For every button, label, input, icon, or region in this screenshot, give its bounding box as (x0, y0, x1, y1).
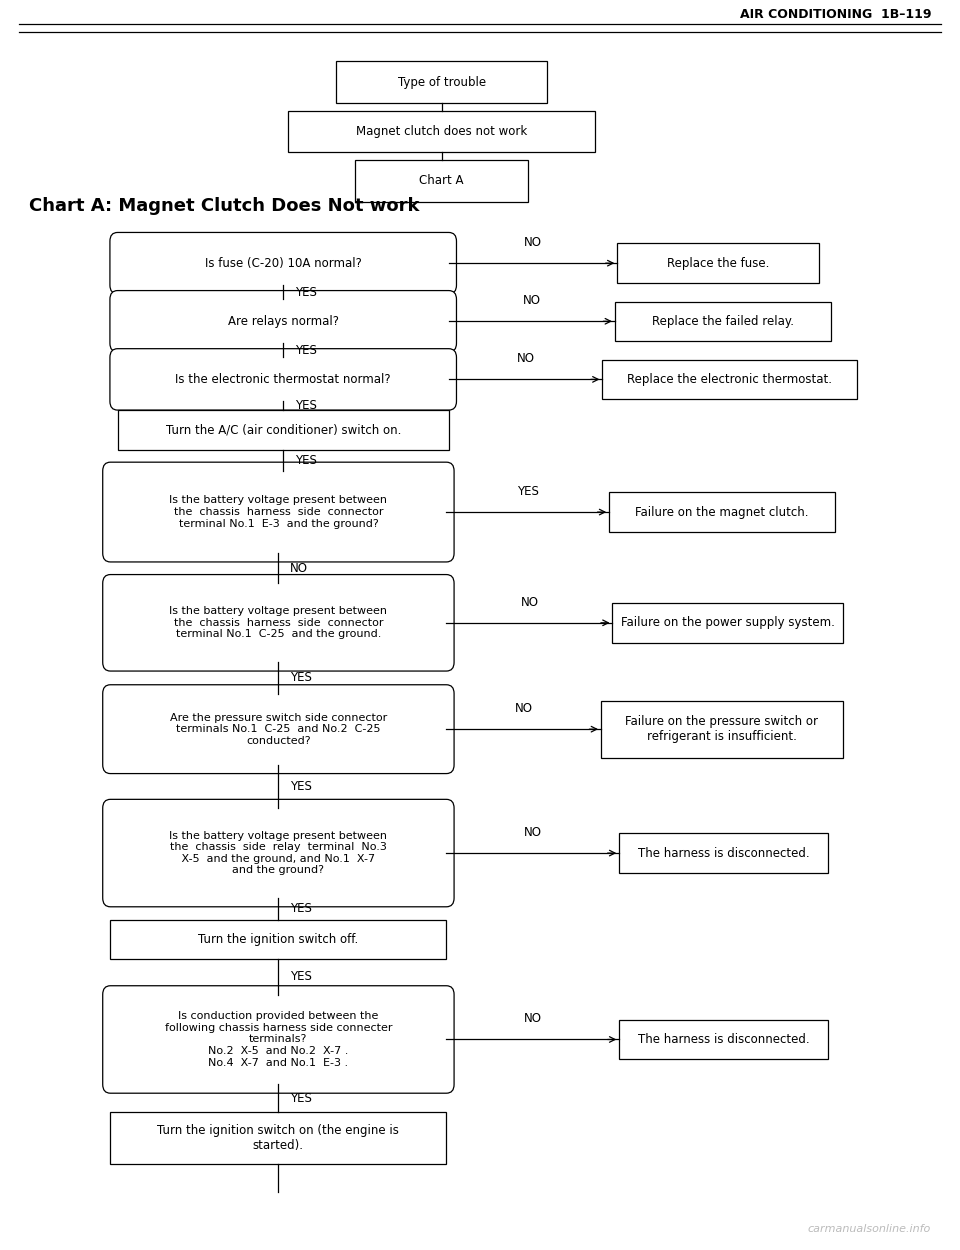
FancyBboxPatch shape (612, 602, 843, 642)
FancyBboxPatch shape (103, 575, 454, 671)
FancyBboxPatch shape (110, 920, 446, 960)
Text: Failure on the power supply system.: Failure on the power supply system. (621, 616, 834, 629)
Text: Is the battery voltage present between
the  chassis  harness  side  connector
te: Is the battery voltage present between t… (169, 495, 388, 529)
Text: YES: YES (290, 902, 312, 915)
Text: Are relays normal?: Are relays normal? (228, 315, 339, 328)
FancyBboxPatch shape (110, 1111, 446, 1165)
FancyBboxPatch shape (103, 462, 454, 562)
FancyBboxPatch shape (109, 290, 457, 352)
Text: Chart A: Magnet Clutch Does Not work: Chart A: Magnet Clutch Does Not work (29, 198, 420, 215)
FancyBboxPatch shape (355, 160, 528, 201)
FancyBboxPatch shape (109, 349, 457, 410)
FancyBboxPatch shape (103, 986, 454, 1094)
Text: YES: YES (516, 485, 539, 498)
Text: Replace the electronic thermostat.: Replace the electronic thermostat. (627, 372, 832, 386)
Text: Is the battery voltage present between
the  chassis  side  relay  terminal  No.3: Is the battery voltage present between t… (169, 831, 388, 875)
Text: NO: NO (520, 595, 539, 609)
Text: Are the pressure switch side connector
terminals No.1  C-25  and No.2  C-25
cond: Are the pressure switch side connector t… (170, 712, 387, 746)
FancyBboxPatch shape (619, 1020, 828, 1059)
Text: The harness is disconnected.: The harness is disconnected. (638, 846, 809, 860)
Text: YES: YES (295, 399, 317, 412)
Text: NO: NO (524, 236, 542, 249)
Text: Chart A: Chart A (420, 175, 464, 188)
Text: AIR CONDITIONING  1B–119: AIR CONDITIONING 1B–119 (740, 9, 931, 21)
Text: Replace the fuse.: Replace the fuse. (667, 256, 769, 270)
Text: NO: NO (524, 1013, 541, 1025)
Text: Turn the ignition switch on (the engine is
started).: Turn the ignition switch on (the engine … (157, 1124, 399, 1152)
Text: YES: YES (295, 344, 317, 356)
Text: NO: NO (524, 826, 541, 839)
Text: Magnet clutch does not work: Magnet clutch does not work (356, 125, 527, 138)
FancyBboxPatch shape (619, 834, 828, 872)
Text: YES: YES (290, 780, 312, 792)
FancyBboxPatch shape (288, 111, 595, 152)
Text: NO: NO (290, 561, 308, 575)
FancyBboxPatch shape (109, 232, 457, 294)
Text: Turn the A/C (air conditioner) switch on.: Turn the A/C (air conditioner) switch on… (165, 424, 401, 436)
Text: YES: YES (290, 970, 312, 984)
Text: carmanualsonline.info: carmanualsonline.info (808, 1224, 931, 1234)
Text: NO: NO (516, 352, 535, 365)
FancyBboxPatch shape (603, 360, 856, 399)
FancyBboxPatch shape (601, 701, 843, 758)
Text: NO: NO (523, 294, 540, 308)
FancyBboxPatch shape (617, 244, 819, 282)
FancyBboxPatch shape (103, 685, 454, 774)
Text: YES: YES (290, 1091, 312, 1105)
Text: Replace the failed relay.: Replace the failed relay. (652, 315, 794, 328)
Text: Failure on the pressure switch or
refrigerant is insufficient.: Failure on the pressure switch or refrig… (625, 715, 819, 744)
FancyBboxPatch shape (336, 61, 547, 102)
Text: NO: NO (515, 703, 533, 715)
Text: YES: YES (295, 454, 317, 466)
Text: Type of trouble: Type of trouble (397, 76, 486, 89)
Text: Turn the ignition switch off.: Turn the ignition switch off. (199, 934, 358, 946)
FancyBboxPatch shape (103, 799, 454, 906)
Text: Is the battery voltage present between
the  chassis  harness  side  connector
te: Is the battery voltage present between t… (169, 606, 388, 640)
FancyBboxPatch shape (610, 492, 835, 531)
Text: Is conduction provided between the
following chassis harness side connecter
term: Is conduction provided between the follo… (165, 1011, 392, 1068)
Text: Is the electronic thermostat normal?: Is the electronic thermostat normal? (176, 372, 391, 386)
Text: The harness is disconnected.: The harness is disconnected. (638, 1032, 809, 1046)
Text: Is fuse (C-20) 10A normal?: Is fuse (C-20) 10A normal? (204, 256, 362, 270)
FancyBboxPatch shape (614, 301, 830, 341)
Text: Failure on the magnet clutch.: Failure on the magnet clutch. (636, 505, 808, 519)
Text: YES: YES (290, 671, 312, 685)
Text: YES: YES (295, 286, 317, 299)
FancyBboxPatch shape (117, 410, 448, 450)
